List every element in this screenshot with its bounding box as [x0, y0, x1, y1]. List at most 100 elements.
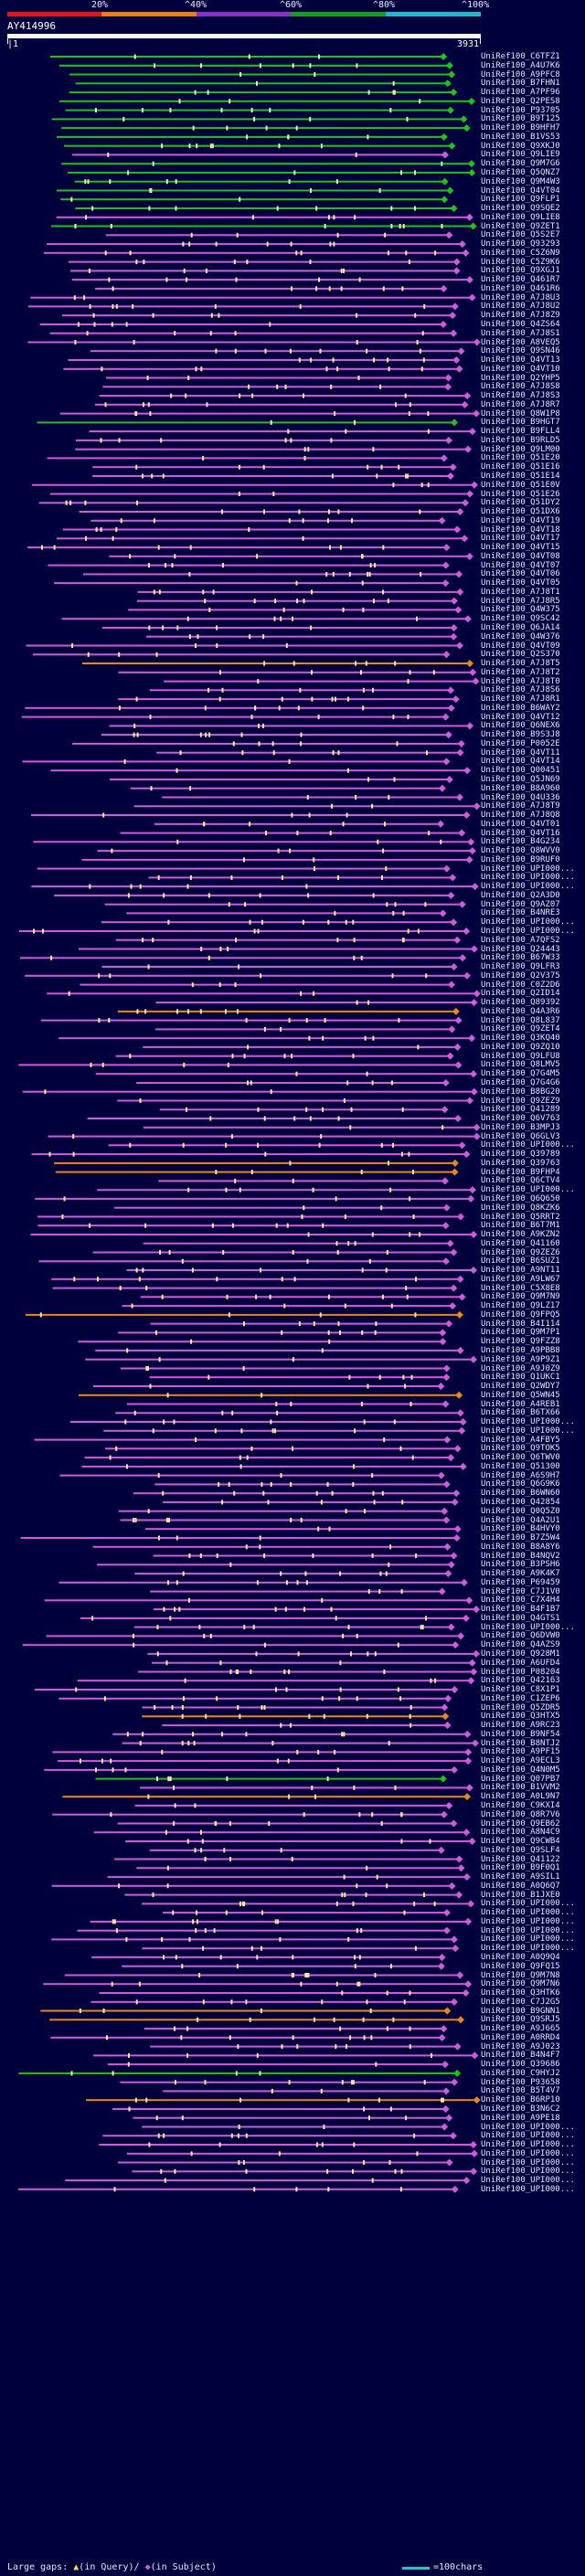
alignment-row[interactable] — [142, 2123, 449, 2131]
hit-label[interactable]: UniRef100_B9RUF0 — [481, 854, 560, 864]
alignment-row[interactable] — [159, 1106, 449, 1114]
alignment-row[interactable] — [114, 1855, 463, 1863]
hit-label[interactable]: UniRef100_Q41289 — [481, 1105, 560, 1115]
hit-label[interactable]: UniRef100_Q9FZZ8 — [481, 1337, 560, 1347]
alignment-row[interactable] — [75, 445, 472, 453]
alignment-bar[interactable] — [104, 903, 461, 906]
alignment-row[interactable] — [74, 177, 449, 186]
alignment-bar[interactable] — [27, 305, 453, 308]
alignment-bar[interactable] — [120, 1519, 445, 1521]
hit-label[interactable]: UniRef100_A7J8S8 — [481, 382, 560, 392]
alignment-bar[interactable] — [71, 279, 468, 281]
hit-label[interactable]: UniRef100_Q9LIE9 — [481, 150, 560, 160]
hit-label[interactable]: UniRef100_Q24443 — [481, 944, 560, 954]
alignment-bar[interactable] — [33, 841, 470, 843]
alignment-bar[interactable] — [58, 1581, 463, 1584]
alignment-bar[interactable] — [115, 1055, 449, 1057]
alignment-row[interactable] — [44, 1596, 473, 1605]
alignment-row[interactable] — [147, 1649, 480, 1658]
alignment-bar[interactable] — [63, 367, 458, 370]
hit-label[interactable]: UniRef100_UPI000... — [481, 2140, 575, 2149]
alignment-bar[interactable] — [99, 1992, 464, 1994]
alignment-row[interactable] — [79, 1391, 463, 1399]
alignment-row[interactable] — [144, 1525, 462, 1533]
alignment-bar[interactable] — [107, 2063, 444, 2066]
alignment-row[interactable] — [47, 990, 481, 998]
alignment-bar[interactable] — [109, 779, 448, 780]
hit-label[interactable]: UniRef100_Q4GTS1 — [481, 1613, 560, 1623]
alignment-row[interactable] — [93, 1382, 445, 1390]
alignment-row[interactable] — [18, 1061, 463, 1069]
alignment-bar[interactable] — [78, 948, 473, 950]
hit-label[interactable]: UniRef100_Q07PB7 — [481, 1774, 560, 1784]
alignment-bar[interactable] — [62, 1796, 466, 1798]
alignment-row[interactable] — [114, 1203, 451, 1212]
hit-label[interactable]: UniRef100_Q6TWV0 — [481, 1453, 560, 1463]
hit-label[interactable]: UniRef100_Q9FPQ5 — [481, 1309, 560, 1320]
alignment-bar[interactable] — [136, 1867, 460, 1870]
alignment-bar[interactable] — [71, 154, 443, 156]
alignment-bar[interactable] — [51, 1938, 452, 1941]
hit-label[interactable]: UniRef100_Q2YHP5 — [481, 373, 560, 383]
hit-label[interactable]: UniRef100_Q51E16 — [481, 462, 560, 472]
hit-label[interactable]: UniRef100_Q4VT15 — [481, 543, 560, 553]
alignment-bar[interactable] — [22, 760, 445, 763]
alignment-bar[interactable] — [35, 1197, 470, 1200]
alignment-bar[interactable] — [51, 118, 463, 121]
alignment-row[interactable] — [58, 1694, 452, 1702]
alignment-row[interactable] — [71, 151, 449, 159]
alignment-row[interactable] — [64, 142, 456, 150]
alignment-row[interactable] — [136, 1078, 450, 1087]
hit-label[interactable]: UniRef100_B4NQV2 — [481, 1551, 560, 1561]
alignment-bar[interactable] — [75, 207, 452, 209]
alignment-row[interactable] — [61, 615, 472, 623]
hit-label[interactable]: UniRef100_B9RLD5 — [481, 435, 560, 445]
alignment-row[interactable] — [101, 731, 452, 739]
alignment-bar[interactable] — [56, 189, 449, 192]
alignment-bar[interactable] — [159, 1108, 443, 1111]
hit-label[interactable]: UniRef100_C9KXI4 — [481, 1800, 560, 1810]
hit-label[interactable]: UniRef100_Q4VT09 — [481, 641, 560, 651]
alignment-row[interactable] — [150, 1320, 453, 1328]
alignment-row[interactable] — [34, 1436, 452, 1444]
hit-label[interactable]: UniRef100_UPI000... — [481, 1944, 575, 1954]
alignment-bar[interactable] — [117, 1099, 468, 1102]
alignment-row[interactable] — [145, 632, 458, 641]
alignment-row[interactable] — [86, 2096, 481, 2104]
alignment-bar[interactable] — [102, 386, 447, 388]
hit-label[interactable]: UniRef100_UPI000... — [481, 917, 575, 928]
hit-label[interactable]: UniRef100_Q461R6 — [481, 283, 560, 293]
alignment-row[interactable] — [69, 89, 458, 97]
alignment-bar[interactable] — [37, 867, 445, 870]
alignment-bar[interactable] — [142, 1903, 469, 1905]
alignment-row[interactable] — [35, 1685, 459, 1693]
hit-label[interactable]: UniRef100_A6S9H7 — [481, 1470, 560, 1480]
alignment-bar[interactable] — [92, 1545, 446, 1548]
alignment-row[interactable] — [126, 1267, 478, 1275]
alignment-bar[interactable] — [52, 1751, 467, 1754]
alignment-row[interactable] — [134, 1570, 452, 1578]
alignment-bar[interactable] — [153, 1608, 475, 1611]
alignment-bar[interactable] — [144, 2028, 442, 2030]
alignment-row[interactable] — [71, 276, 473, 284]
alignment-bar[interactable] — [158, 1180, 444, 1182]
alignment-bar[interactable] — [109, 725, 469, 727]
alignment-row[interactable] — [92, 1248, 458, 1256]
alignment-row[interactable] — [55, 1168, 459, 1176]
alignment-row[interactable] — [75, 80, 452, 88]
hit-label[interactable]: UniRef100_A8N4C9 — [481, 1828, 560, 1838]
alignment-bar[interactable] — [52, 1287, 452, 1289]
hit-label[interactable]: UniRef100_Q9M7N6 — [481, 1979, 560, 1989]
alignment-bar[interactable] — [50, 769, 466, 772]
alignment-bar[interactable] — [99, 395, 466, 398]
hit-label[interactable]: UniRef100_Q5RRT2 — [481, 1212, 560, 1222]
alignment-bar[interactable] — [133, 1492, 455, 1495]
alignment-row[interactable] — [65, 2177, 471, 2185]
alignment-row[interactable] — [60, 196, 449, 204]
alignment-row[interactable] — [58, 1757, 473, 1765]
alignment-row[interactable] — [38, 1257, 450, 1266]
hit-label[interactable]: UniRef100_B6SUZ1 — [481, 1256, 560, 1267]
alignment-bar[interactable] — [156, 751, 459, 754]
alignment-row[interactable] — [149, 1846, 445, 1854]
alignment-bar[interactable] — [126, 1269, 473, 1271]
